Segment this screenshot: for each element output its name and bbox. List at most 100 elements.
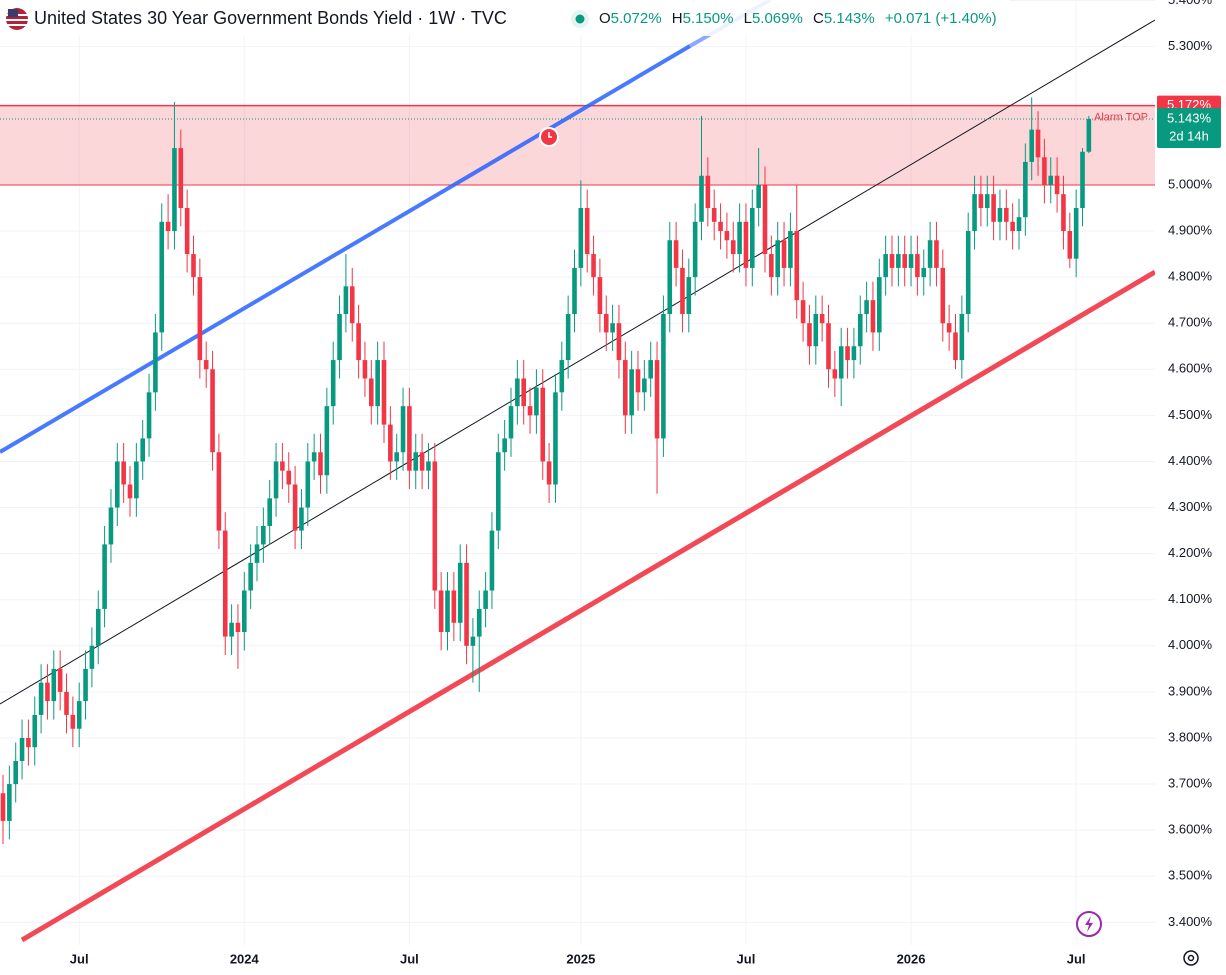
candle-body: [965, 231, 971, 314]
candle-body: [1080, 151, 1085, 208]
x-tick-label: Jul: [737, 951, 756, 966]
candle-body: [356, 323, 361, 361]
candle-body: [248, 562, 253, 591]
candle-body: [838, 346, 844, 379]
close: 5.143%: [824, 10, 875, 27]
candle-body: [432, 461, 438, 591]
candle-body: [984, 194, 990, 208]
candle-body: [1042, 157, 1047, 185]
candle-body: [299, 507, 304, 531]
candle-body: [413, 452, 419, 471]
candle-body: [1061, 194, 1066, 232]
y-tick-label: 5.000%: [1168, 176, 1213, 191]
last-price-label: 5.143%: [1167, 110, 1212, 125]
candle-body: [1029, 129, 1034, 162]
alarm-icon[interactable]: [539, 127, 559, 147]
candle-body: [534, 387, 539, 416]
candle-body: [610, 323, 615, 333]
candle-body: [635, 369, 641, 393]
candle-body: [750, 207, 755, 268]
candle-body: [261, 525, 266, 545]
candle-body: [45, 682, 50, 702]
candle-body: [1023, 161, 1028, 218]
countdown: 2d 14h: [1169, 128, 1209, 143]
y-tick-label: 4.000%: [1168, 637, 1213, 652]
candle-body: [946, 323, 952, 333]
candle-body: [597, 277, 603, 314]
candle-body: [718, 221, 723, 232]
candle-body: [648, 360, 653, 379]
candle-body: [819, 313, 825, 324]
candle-body: [667, 240, 673, 314]
candle-body: [70, 714, 76, 729]
y-tick-label: 4.200%: [1168, 545, 1213, 560]
candle-body: [788, 231, 793, 268]
y-tick-label: 4.400%: [1168, 453, 1213, 468]
candle-body: [807, 323, 812, 347]
candle-body: [1016, 217, 1022, 232]
y-tick-label: 3.900%: [1168, 683, 1213, 698]
y-tick-label: 4.500%: [1168, 407, 1213, 422]
candle-body: [134, 461, 139, 499]
l-key: L: [744, 10, 752, 27]
candle-body: [394, 452, 399, 462]
y-tick-label: 4.700%: [1168, 315, 1213, 330]
flag-canton: [8, 9, 18, 17]
candle-body: [26, 737, 31, 748]
candle-body: [686, 277, 692, 314]
candle-body: [76, 701, 82, 729]
candle-body: [242, 590, 247, 632]
alarm-label: Alarm TOP: [1094, 112, 1148, 124]
candle-body: [889, 254, 895, 268]
candle-body: [902, 254, 907, 268]
candle-body: [781, 240, 787, 268]
channel-bottom: [20, 269, 1155, 943]
candle-body: [388, 424, 393, 462]
candle-body: [737, 221, 742, 255]
candle-body: [584, 207, 590, 255]
candle-body: [343, 286, 349, 314]
candle-body: [673, 240, 679, 268]
lightning-button[interactable]: [1076, 911, 1102, 937]
candle-body: [305, 461, 311, 508]
candle-body: [57, 668, 63, 692]
y-tick-label: 4.900%: [1168, 222, 1213, 237]
lightning-button[interactable]: [1076, 911, 1102, 937]
candle-body: [508, 406, 514, 439]
candle-body: [1086, 119, 1092, 152]
o-key: O: [599, 10, 611, 27]
lightning-icon: [1085, 916, 1093, 932]
settings-button[interactable]: [1183, 950, 1199, 966]
candle-body: [483, 590, 488, 609]
candle-body: [864, 300, 869, 314]
candle-body: [89, 645, 95, 669]
candle-body: [940, 267, 946, 324]
candle-body: [489, 530, 495, 591]
candle-body: [1067, 231, 1073, 259]
candle-body: [324, 406, 330, 476]
candle-body: [565, 313, 571, 361]
candle-body: [64, 691, 69, 715]
candle-body: [191, 254, 196, 278]
header-bg: [0, 0, 1010, 36]
candle-body: [978, 194, 984, 208]
settings-button[interactable]: [1183, 950, 1199, 966]
candle-body: [680, 267, 685, 314]
candle-body: [845, 346, 850, 361]
candle-body: [730, 240, 736, 255]
settings-icon: [1187, 954, 1195, 962]
candle-body: [438, 590, 444, 632]
candle-body: [362, 360, 368, 379]
axis-labels: 5.400% 5.300% 5.000% 4.900% 4.800% 4.700% 4.60…: [70, 0, 1221, 966]
candle-body: [1073, 207, 1079, 259]
candle-body: [832, 369, 838, 379]
candle-body: [108, 507, 114, 545]
candle-body: [464, 562, 469, 646]
candle-body: [51, 668, 57, 702]
candle-body: [286, 470, 292, 485]
candle-body: [203, 360, 209, 370]
candle-body: [616, 323, 622, 361]
c-key: C: [813, 10, 824, 27]
x-tick-label: Jul: [1067, 951, 1086, 966]
candle-body: [857, 313, 863, 347]
